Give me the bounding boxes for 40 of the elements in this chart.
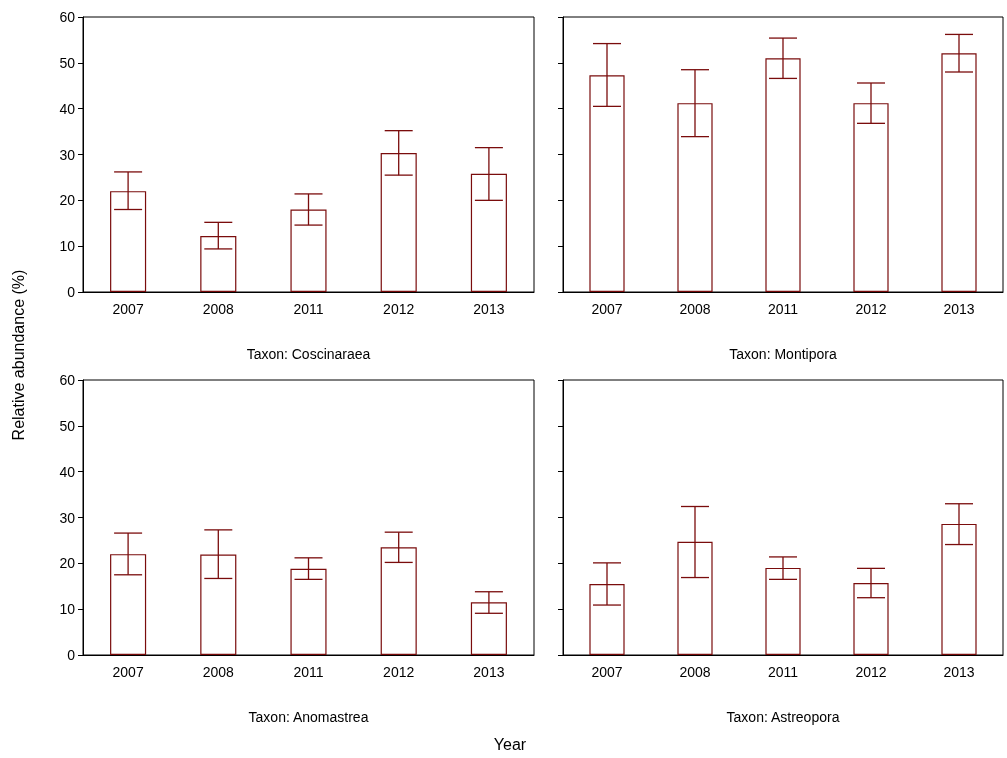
- y-tick-label: 50: [59, 54, 76, 71]
- y-axis-title: Relative abundance (%): [10, 269, 28, 441]
- x-tick-label: 2007: [112, 664, 144, 680]
- x-tick-label: 2011: [293, 664, 324, 680]
- y-tick-label: 60: [59, 372, 76, 388]
- y-tick-label: 50: [59, 417, 76, 434]
- y-tick-label: 60: [59, 9, 76, 25]
- x-tick-label: 2013: [943, 664, 975, 680]
- x-axis-title: Taxon: Montipora: [729, 346, 837, 362]
- x-tick-label: 2013: [473, 664, 505, 680]
- x-tick-label: 2012: [855, 664, 887, 680]
- x-tick-label: 2013: [943, 301, 975, 317]
- y-tick-label: 30: [59, 509, 76, 526]
- y-tick-label: 0: [67, 284, 76, 300]
- x-tick-label: 2007: [591, 664, 623, 680]
- x-axis-title: Taxon: Coscinaraea: [246, 346, 371, 362]
- x-tick-label: 2011: [293, 301, 324, 317]
- x-tick-label: 2008: [679, 664, 711, 680]
- y-tick-label: 10: [59, 601, 76, 618]
- text: Year: [493, 736, 527, 754]
- x-tick-label: 2012: [383, 301, 415, 317]
- y-tick-label: 30: [59, 146, 76, 163]
- x-axis-title: Taxon: Astreopora: [726, 709, 840, 725]
- x-tick-label: 2008: [202, 301, 235, 317]
- x-tick-label: 2013: [473, 301, 505, 317]
- x-tick-label: 2011: [767, 301, 799, 317]
- x-axis-title: Taxon: Anomastrea: [248, 709, 369, 725]
- x-tick-label: 2007: [591, 301, 623, 317]
- y-tick-label: 20: [59, 192, 76, 209]
- x-tick-label: 2012: [855, 301, 887, 317]
- x-tick-label: 2007: [112, 301, 144, 317]
- y-tick-label: 40: [59, 463, 76, 480]
- y-tick-label: 0: [67, 647, 76, 663]
- y-tick-label: 10: [59, 238, 76, 255]
- y-tick-label: 20: [59, 555, 76, 572]
- x-tick-label: 2008: [679, 301, 711, 317]
- y-tick-label: 40: [59, 100, 76, 117]
- x-tick-label: 2008: [202, 664, 235, 680]
- x-tick-label: 2012: [383, 664, 415, 680]
- x-tick-label: 2011: [767, 664, 799, 680]
